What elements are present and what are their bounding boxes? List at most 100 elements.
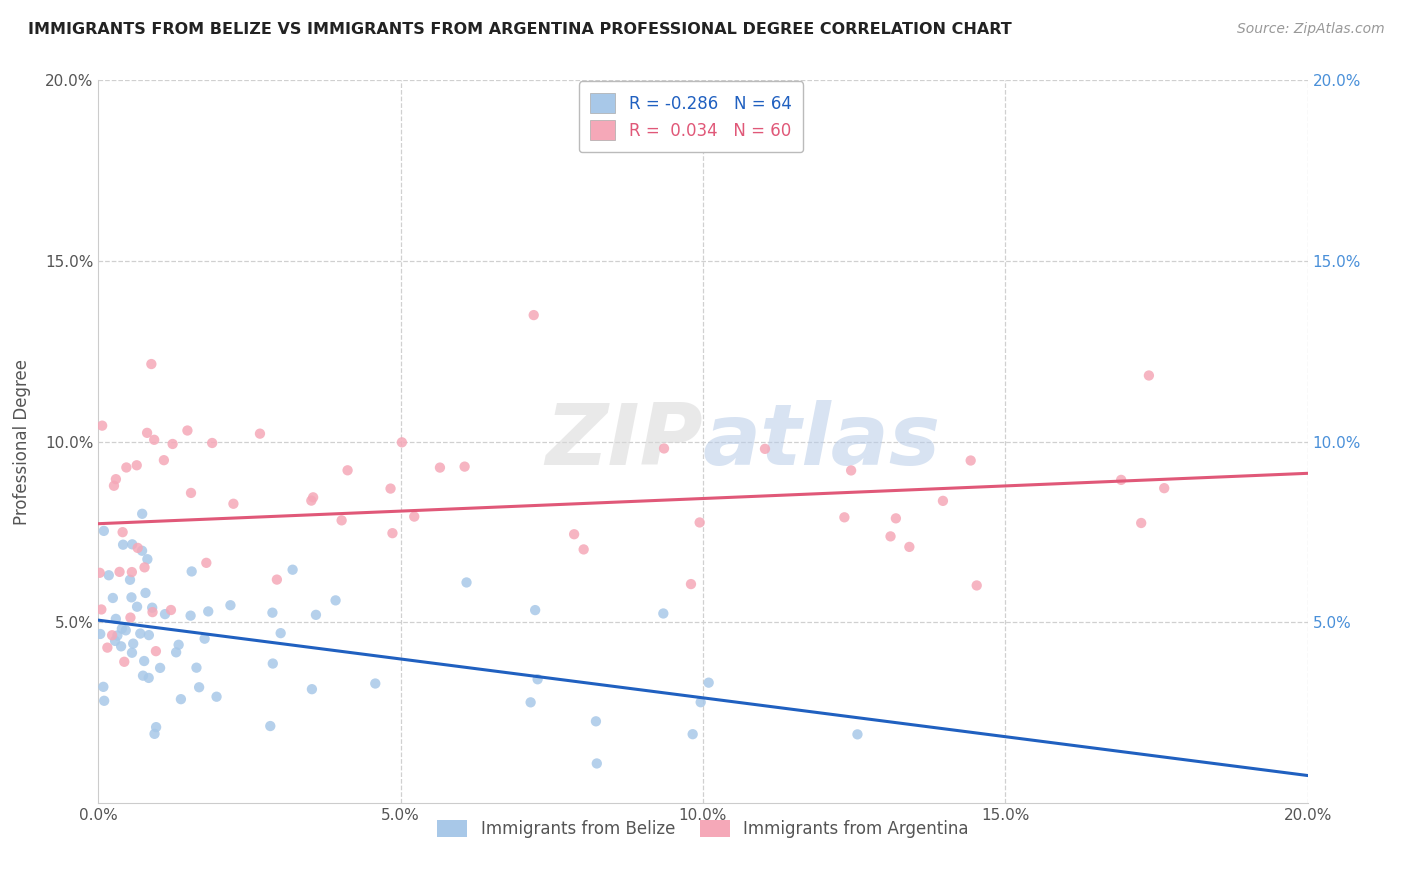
- Point: [404, 509, 426, 524]
- Point: [262, 606, 284, 620]
- Point: [136, 552, 159, 566]
- Point: [585, 756, 607, 771]
- Point: [679, 577, 702, 591]
- Point: [143, 727, 166, 741]
- Point: [266, 573, 288, 587]
- Point: [429, 460, 451, 475]
- Point: [153, 607, 176, 621]
- Point: [879, 529, 901, 543]
- Point: [456, 575, 478, 590]
- Point: [170, 692, 193, 706]
- Point: [145, 720, 167, 734]
- Point: [249, 426, 271, 441]
- Point: [180, 565, 202, 579]
- Point: [112, 538, 135, 552]
- Point: [141, 357, 163, 371]
- Point: [131, 507, 153, 521]
- Point: [111, 525, 134, 540]
- Point: [299, 493, 322, 508]
- Point: [129, 626, 152, 640]
- Point: [188, 680, 211, 694]
- Point: [115, 460, 138, 475]
- Point: [89, 566, 111, 580]
- Point: [120, 610, 142, 624]
- Point: [90, 602, 112, 616]
- Point: [259, 719, 281, 733]
- Point: [205, 690, 228, 704]
- Point: [107, 628, 129, 642]
- Point: [689, 695, 711, 709]
- Point: [165, 645, 187, 659]
- Point: [160, 603, 183, 617]
- Point: [305, 607, 328, 622]
- Point: [143, 433, 166, 447]
- Point: [125, 458, 148, 473]
- Legend: Immigrants from Belize, Immigrants from Argentina: Immigrants from Belize, Immigrants from …: [430, 814, 976, 845]
- Point: [93, 524, 115, 538]
- Point: [222, 497, 245, 511]
- Point: [97, 568, 120, 582]
- Point: [652, 607, 675, 621]
- Point: [562, 527, 585, 541]
- Point: [121, 591, 143, 605]
- Point: [330, 513, 353, 527]
- Point: [381, 526, 404, 541]
- Point: [262, 657, 284, 671]
- Point: [1153, 481, 1175, 495]
- Text: Source: ZipAtlas.com: Source: ZipAtlas.com: [1237, 22, 1385, 37]
- Point: [108, 565, 131, 579]
- Point: [697, 675, 720, 690]
- Point: [111, 622, 134, 636]
- Point: [93, 680, 115, 694]
- Point: [118, 573, 141, 587]
- Point: [281, 563, 304, 577]
- Point: [127, 541, 149, 555]
- Point: [91, 418, 114, 433]
- Point: [884, 511, 907, 525]
- Point: [519, 695, 541, 709]
- Point: [138, 628, 160, 642]
- Point: [132, 668, 155, 682]
- Point: [134, 560, 156, 574]
- Point: [134, 654, 156, 668]
- Point: [141, 600, 163, 615]
- Text: atlas: atlas: [703, 400, 941, 483]
- Point: [301, 682, 323, 697]
- Point: [167, 638, 190, 652]
- Point: [898, 540, 921, 554]
- Point: [834, 510, 856, 524]
- Point: [380, 482, 402, 496]
- Point: [839, 463, 862, 477]
- Point: [101, 628, 124, 642]
- Point: [754, 442, 776, 456]
- Point: [112, 655, 135, 669]
- Text: ZIP: ZIP: [546, 400, 703, 483]
- Point: [195, 556, 218, 570]
- Point: [122, 637, 145, 651]
- Point: [270, 626, 292, 640]
- Point: [121, 646, 143, 660]
- Point: [364, 676, 387, 690]
- Point: [134, 586, 156, 600]
- Point: [186, 661, 208, 675]
- Point: [585, 714, 607, 729]
- Point: [1130, 516, 1153, 530]
- Point: [652, 442, 675, 456]
- Point: [104, 633, 127, 648]
- Point: [96, 640, 118, 655]
- Point: [114, 624, 136, 638]
- Point: [138, 671, 160, 685]
- Point: [302, 491, 325, 505]
- Y-axis label: Professional Degree: Professional Degree: [13, 359, 31, 524]
- Point: [932, 494, 955, 508]
- Point: [131, 543, 153, 558]
- Point: [197, 604, 219, 618]
- Text: IMMIGRANTS FROM BELIZE VS IMMIGRANTS FROM ARGENTINA PROFESSIONAL DEGREE CORRELAT: IMMIGRANTS FROM BELIZE VS IMMIGRANTS FRO…: [28, 22, 1012, 37]
- Point: [93, 694, 115, 708]
- Point: [325, 593, 347, 607]
- Point: [391, 435, 413, 450]
- Point: [121, 537, 143, 551]
- Point: [966, 578, 988, 592]
- Point: [959, 453, 981, 467]
- Point: [104, 612, 127, 626]
